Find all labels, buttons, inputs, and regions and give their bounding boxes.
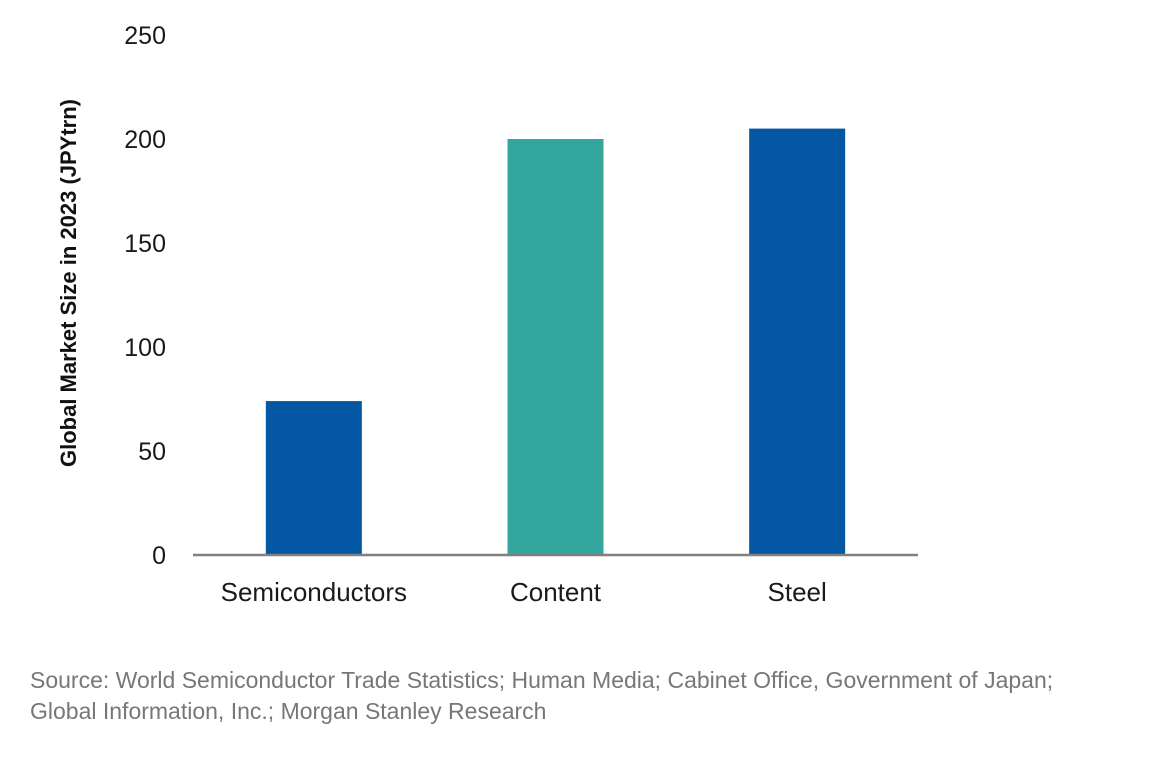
source-line-2: Global Information, Inc.; Morgan Stanley… (30, 698, 547, 724)
y-tick-label: 50 (138, 438, 166, 466)
bar-series (265, 128, 846, 555)
x-tick-label: Steel (768, 577, 827, 607)
y-tick-label: 150 (124, 230, 166, 258)
y-axis-title: Global Market Size in 2023 (JPYtrn) (56, 99, 81, 467)
bar-chart: 0 50 100 150 200 250 Semiconductors Content Ste… (56, 22, 918, 607)
x-tick-label: Semiconductors (221, 577, 407, 607)
x-tick-label: Content (510, 577, 602, 607)
y-tick-label: 100 (124, 334, 166, 362)
bar-steel (749, 128, 846, 555)
source-line-1: Source: World Semiconductor Trade Statis… (30, 667, 1054, 693)
y-tick-label: 200 (124, 126, 166, 154)
x-axis-ticks: Semiconductors Content Steel (221, 577, 827, 607)
y-axis-ticks: 0 50 100 150 200 250 (124, 22, 166, 570)
y-tick-label: 250 (124, 22, 166, 50)
source-note: Source: World Semiconductor Trade Statis… (30, 665, 1130, 727)
bar-semiconductors (265, 401, 362, 555)
bar-content (507, 139, 604, 555)
y-tick-label: 0 (152, 542, 166, 570)
